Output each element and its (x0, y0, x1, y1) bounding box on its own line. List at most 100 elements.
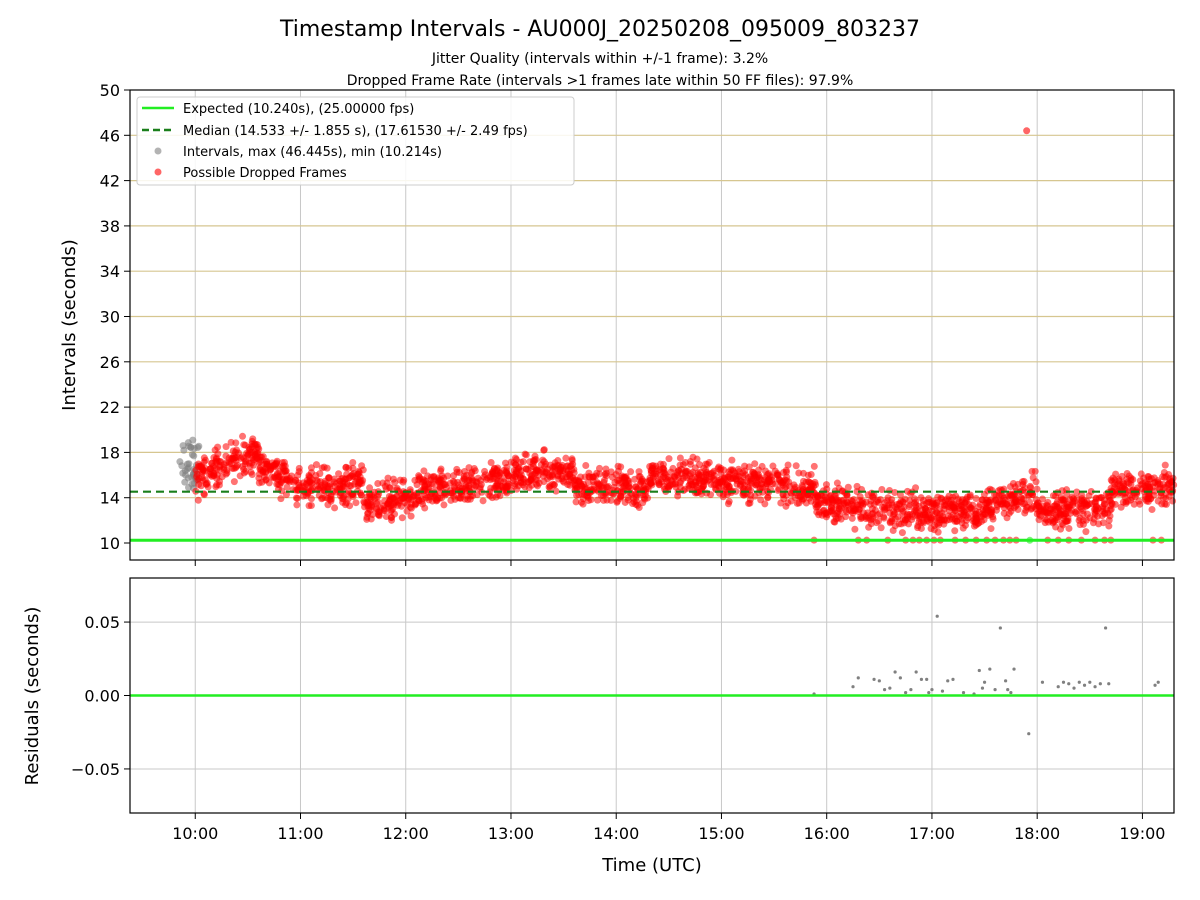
dropped-frame-point (953, 512, 961, 520)
top-y-tick-label: 38 (100, 217, 120, 236)
dropped-frame-point (933, 520, 941, 528)
dropped-frame-point (449, 477, 457, 485)
dropped-frame-point (421, 504, 429, 512)
dropped-frame-point (905, 520, 913, 528)
outlier-point (1023, 127, 1031, 135)
dropped-frame-point (896, 500, 904, 508)
dropped-frame-point (432, 495, 440, 503)
dropped-frame-point (394, 501, 402, 509)
dropped-frame-point (784, 499, 792, 507)
dropped-frame-point (336, 477, 344, 485)
dropped-frame-point (1043, 501, 1051, 509)
dropped-frame-point (905, 503, 913, 511)
residual-point (935, 614, 939, 618)
dropped-frame-point (515, 482, 523, 490)
dropped-frame-point (327, 492, 335, 500)
dropped-frame-point (569, 460, 577, 468)
dropped-frame-point (1018, 495, 1026, 503)
dropped-frame-point (554, 471, 562, 479)
dropped-frame-point (308, 485, 316, 493)
dropped-frame-point (1107, 484, 1115, 492)
dropped-frame-point (856, 493, 864, 501)
legend-median-label: Median (14.533 +/- 1.855 s), (17.61530 +… (183, 124, 528, 139)
dropped-frame-point (255, 445, 263, 453)
dropped-frame-point (258, 478, 266, 486)
dropped-frame-point (877, 524, 885, 532)
dropped-frame-point (582, 461, 590, 469)
top-y-tick-label: 42 (100, 172, 120, 191)
dropped-frame-point (347, 482, 355, 490)
dropped-frame-point (822, 481, 830, 489)
top-y-tick-label: 26 (100, 353, 120, 372)
dropped-frame-point (552, 487, 560, 495)
dropped-frame-point (739, 473, 747, 481)
x-tick-label: 16:00 (804, 824, 850, 843)
dropped-frame-point (982, 504, 990, 512)
dropped-frame-point (631, 475, 639, 483)
dropped-frame-point (461, 467, 469, 475)
dropped-frame-point (853, 482, 861, 490)
dropped-frame-point (352, 499, 360, 507)
dropped-frame-point (1091, 499, 1099, 507)
chart-title: Timestamp Intervals - AU000J_20250208_09… (279, 17, 920, 42)
dropped-frame-point (599, 492, 607, 500)
dropped-frame-point (1032, 478, 1040, 486)
dropped-frame-point (426, 493, 434, 501)
dropped-frame-point (890, 508, 898, 516)
dropped-frame-point (796, 493, 804, 501)
dropped-frame-point (816, 491, 824, 499)
dropped-frame-point (259, 453, 267, 461)
dropped-frame-point (1082, 516, 1090, 524)
top-y-tick-label: 50 (100, 81, 120, 100)
dropped-frame-point (919, 497, 927, 505)
dropped-frame-point (363, 513, 371, 521)
dropped-frame-point (307, 464, 315, 472)
dropped-frame-point (438, 472, 446, 480)
dropped-frame-point (620, 482, 628, 490)
dropped-frame-point (665, 455, 673, 463)
x-tick-label: 13:00 (488, 824, 534, 843)
dropped-frame-point (374, 479, 382, 487)
dropped-frame-point (614, 467, 622, 475)
top-y-tick-label: 30 (100, 308, 120, 327)
dropped-frame-point (283, 483, 291, 491)
dropped-frame-point (539, 456, 547, 464)
dropped-frame-point (807, 497, 815, 505)
dropped-frame-point (962, 516, 970, 524)
dropped-frame-point (627, 468, 635, 476)
dropped-frame-point (613, 497, 621, 505)
dropped-frame-point (332, 488, 340, 496)
dropped-frame-point (957, 502, 965, 510)
dropped-frame-point (532, 476, 540, 484)
dropped-frame-point (1041, 515, 1049, 523)
dropped-frame-point (1161, 461, 1169, 469)
dropped-frame-point (600, 476, 608, 484)
dropped-frame-point (896, 491, 904, 499)
dropped-frame-point (380, 506, 388, 514)
dropped-frame-point (1065, 524, 1073, 532)
dropped-frame-point (1108, 500, 1116, 508)
dropped-frame-point (198, 474, 206, 482)
dropped-frame-point (1003, 500, 1011, 508)
dropped-frame-point (885, 501, 893, 509)
dropped-frame-point (864, 509, 872, 517)
dropped-frame-point (467, 470, 475, 478)
dropped-frame-point (927, 514, 935, 522)
dropped-frame-point (230, 478, 238, 486)
dropped-frame-point (316, 470, 324, 478)
residual-point (1103, 626, 1108, 630)
dropped-frame-point (1000, 509, 1008, 517)
dropped-frame-point (849, 507, 857, 515)
residual-point (946, 679, 950, 683)
dropped-frame-point (677, 477, 685, 485)
dropped-frame-point (540, 446, 548, 454)
dropped-frame-point (912, 498, 920, 506)
legend-dropped-label: Possible Dropped Frames (183, 166, 347, 181)
dropped-frame-point (277, 495, 285, 503)
dropped-frame-point (487, 458, 495, 466)
dropped-frame-point (1130, 500, 1138, 508)
dropped-frame-point (469, 477, 477, 485)
x-tick-label: 19:00 (1119, 824, 1165, 843)
dropped-frame-point (1136, 500, 1144, 508)
dropped-frame-point (460, 474, 468, 482)
